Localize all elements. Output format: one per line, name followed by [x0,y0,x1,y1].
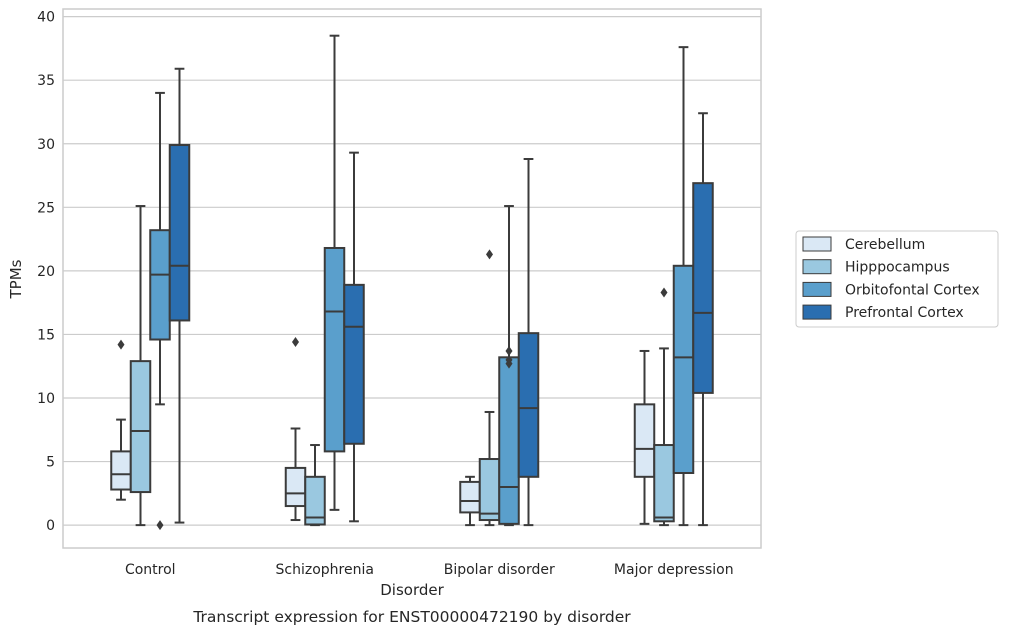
legend-swatch [802,236,832,252]
x-tick-label: Control [125,562,176,578]
iqr-box [304,475,326,526]
x-tick-label: Schizophrenia [276,562,374,578]
box-prefrontal-cortex [692,112,714,527]
y-tick-label: 0 [46,518,55,534]
chart-caption: Transcript expression for ENST0000047219… [192,608,631,626]
iqr-box [517,332,540,478]
box-cerebellum [284,337,307,522]
box-series [110,34,714,531]
x-axis-label: Disorder [380,581,444,599]
iqr-box [110,450,132,491]
legend-label: Prefrontal Cortex [845,305,964,321]
iqr-box [284,466,307,508]
iqr-box [692,182,714,394]
outlier-marker [292,337,299,348]
iqr-box [653,444,675,523]
legend-frame [795,230,999,328]
iqr-box [129,360,152,494]
box-hipppocampus [304,444,326,527]
y-tick-label: 10 [37,391,55,407]
y-tick-label: 15 [37,327,55,343]
legend-label: Cerebellum [845,237,925,253]
y-tick-label: 35 [37,73,55,89]
outlier-marker [505,354,513,365]
y-tick-label: 20 [37,264,55,280]
iqr-box [672,264,695,474]
x-tick-label: Major depression [614,562,734,578]
plot-area-frame [62,8,762,549]
box-prefrontal-cortex [343,151,365,523]
box-orbitofontal-cortex [323,34,346,511]
box-cerebellum [110,339,132,501]
outlier-marker [505,345,513,356]
y-tick-label: 25 [37,200,55,216]
legend: Cerebellum Hipppocampus Orbitofontal Corte… [795,230,999,328]
box-orbitofontal-cortex [149,91,171,531]
box-prefrontal-cortex [168,67,191,524]
iqr-box [459,480,481,514]
y-tick-label: 5 [46,455,55,471]
outlier-marker [486,249,493,260]
y-tick-label: 30 [37,137,55,153]
box-orbitofontal-cortex [672,46,695,527]
iqr-box [633,403,656,478]
legend-label: Hipppocampus [845,260,950,276]
outlier-marker [156,520,164,531]
legend-swatch [802,281,832,297]
box-cerebellum [459,475,481,527]
legend-label: Orbitofontal Cortex [845,282,980,298]
iqr-box [498,356,520,525]
outlier-marker [660,287,668,298]
box-hipppocampus [478,249,501,527]
iqr-box [343,283,365,445]
iqr-box [478,458,501,522]
box-hipppocampus [653,287,675,527]
legend-swatch [802,304,832,320]
box-prefrontal-cortex [517,158,540,527]
outlier-marker [117,339,125,350]
iqr-box [168,144,191,322]
box-cerebellum [633,349,656,525]
iqr-box [323,246,346,453]
iqr-box [149,229,171,341]
x-tick-label: Bipolar disorder [444,562,555,578]
y-axis-label: TPMs [7,259,25,299]
box-orbitofontal-cortex [498,205,520,527]
box-hipppocampus [129,205,152,527]
y-tick-labels: 0 5 10 15 20 25 30 35 40 [37,10,55,534]
legend-swatch [802,259,832,275]
y-tick-label: 40 [37,10,55,26]
x-tick-labels: Control Schizophrenia Bipolar disorder Majo… [125,562,734,578]
